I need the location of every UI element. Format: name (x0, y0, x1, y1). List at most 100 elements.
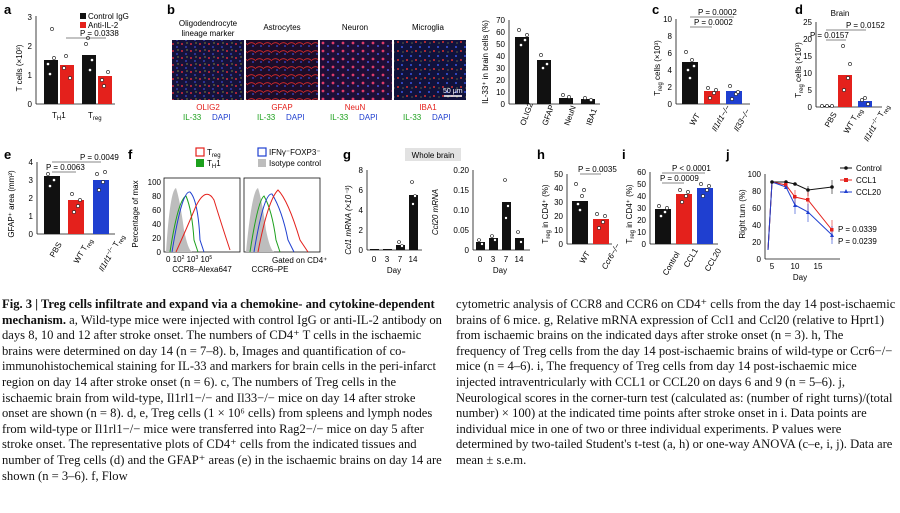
panel-a-bar (60, 65, 74, 104)
panel-g-ytick1: 6 (359, 186, 364, 195)
panel-e-bar-wt (68, 200, 84, 234)
panel-e-pvalue-1: P = 0.0049 (80, 153, 119, 162)
panel-f-legend-isotype: Isotype control (269, 159, 321, 168)
panel-c-group: Il1rl1−/− (710, 103, 732, 133)
panel-i-ytick: 10 (637, 228, 646, 237)
panel-label-a: a (4, 2, 12, 17)
panel-b-title-lineage: lineage marker (182, 29, 235, 38)
panel-f-xlabel-ccr6: CCR6–PE (252, 265, 289, 274)
caption-right: cytometric analysis of CCR8 and CCR6 on … (456, 297, 896, 469)
panel-g1-xtick: 0 (372, 255, 377, 264)
panel-b-scale-bar: 50 μm (443, 88, 463, 95)
panel-j-pvalue-2: P = 0.0239 (838, 237, 877, 246)
panel-b-xtick: OLIG2 (518, 101, 535, 127)
panel-f-ytick: 60 (152, 206, 161, 215)
panel-b-ytick: 50 (496, 40, 505, 49)
panel-b-ytick: 20 (496, 76, 505, 85)
panel-f-xlabel-ccr8: CCR8–Alexa647 (172, 265, 232, 274)
panel-g2-xtick: 3 (491, 255, 496, 264)
panel-j-ytick: 40 (752, 221, 761, 230)
panel-b-xtick: IBA1 (584, 107, 599, 127)
panel-j-ylabel: Right turn (%) (738, 189, 747, 239)
panel-label-c: c (652, 2, 659, 17)
panel-d-group: Il1rl1−/− Treg (862, 102, 892, 144)
panel-j-line-ccl20 (767, 181, 833, 251)
panel-i-group: CCL20 (703, 246, 724, 273)
panel-f: Treg TH1 IFNγ⁻FOXP3⁻ Isotype control Per… (131, 147, 327, 274)
panel-j-xtick: 10 (791, 262, 800, 271)
panel-g-ytick1: 8 (359, 166, 364, 175)
panel-g-ytick1: 4 (359, 206, 364, 215)
panel-i-bar-control (655, 209, 671, 244)
panel-label-f: f (128, 147, 133, 162)
panel-j-legend-control: Control (856, 164, 882, 173)
panel-g-ytick2: 0.05 (453, 226, 469, 235)
panel-g2-bar (489, 238, 498, 250)
panel-j-line-ccl1 (767, 181, 833, 251)
panel-j-ytick: 20 (752, 238, 761, 247)
panel-b-ytick: 70 (496, 16, 505, 25)
panel-b-ylabel: IL-33⁺ in brain cells (%) (481, 20, 490, 104)
panel-j-legend-ccl20: CCL20 (856, 188, 881, 197)
panel-g1-bar (396, 245, 405, 250)
panel-e-group: PBS (48, 241, 64, 259)
panel-h-ytick: 50 (554, 170, 563, 179)
panel-g1-bar (409, 195, 418, 250)
panel-a-pvalue: P = 0.0338 (80, 29, 119, 38)
panel-g-ytick1: 0 (359, 246, 364, 255)
panel-e-ytick: 4 (29, 158, 34, 167)
panel-g1-xtick: 14 (409, 255, 418, 264)
panel-b-xtick: NeuN (562, 104, 578, 127)
panel-c-ytick: 4 (668, 66, 673, 75)
micrograph-olig2 (172, 40, 244, 100)
panel-a-group-th1: TH1 (52, 111, 66, 122)
panel-e-group: WT Treg (72, 236, 95, 266)
panel-g2-bar (476, 242, 485, 250)
panel-b-sub-dapi: DAPI (432, 113, 451, 122)
panel-h-ytick: 0 (559, 240, 564, 249)
panel-d-ytick: 10 (803, 69, 812, 78)
panel-b-sub-il33: IL-33 (183, 113, 202, 122)
panel-g2-xtick: 7 (504, 255, 509, 264)
panel-d-pvalue-1: P = 0.0152 (846, 21, 885, 30)
panel-f-legend-dn: IFNγ⁻FOXP3⁻ (269, 148, 321, 157)
panel-i: Treg in CD4⁺ (%) 0 10 20 30 40 50 60 P <… (625, 164, 723, 277)
caption-left-text: a, Wild-type mice were injected with con… (2, 312, 442, 483)
panel-b-chart: IL-33⁺ in brain cells (%) 0 10 20 30 40 … (481, 16, 600, 127)
panel-b-sub-il33: IL-33 (403, 113, 422, 122)
panel-d-ylabel: Treg cells (×10³) (794, 42, 805, 98)
panel-a-yticks: 0 1 2 3 (28, 13, 33, 109)
panel-label-g: g (343, 147, 351, 162)
panel-g: Whole brain Ccl1 mRNA (×10⁻³) 0 2 4 6 8 … (344, 148, 530, 275)
caption-right-text: cytometric analysis of CCR8 and CCR6 on … (456, 297, 896, 467)
panel-b-title-neuron: Neuron (342, 23, 368, 32)
panel-e-ytick: 2 (29, 194, 34, 203)
panel-h-group: WT (578, 250, 592, 265)
panel-a-ytick: 1 (28, 71, 33, 80)
panel-h-ytick: 30 (554, 198, 563, 207)
panel-d: Brain Treg cells (×10³) 0 5 10 15 20 25 … (794, 9, 892, 144)
micrograph-gfap (246, 40, 318, 100)
panel-e-bar-ko (93, 180, 109, 234)
panel-g-ylabel2: Ccl20 mRNA (431, 189, 440, 235)
panel-h-pvalue: P = 0.0035 (578, 165, 617, 174)
panel-a: T cells (×10³) 0 1 2 3 Control IgG Anti-… (15, 12, 129, 122)
panel-d-ytick: 20 (803, 35, 812, 44)
panel-d-title: Brain (831, 9, 850, 18)
panel-b-marker-gfap: GFAP (271, 103, 292, 112)
panel-i-ytick: 50 (637, 180, 646, 189)
panel-b-title-microglia: Microglia (412, 23, 445, 32)
micrograph-neun (320, 40, 392, 100)
panel-b-bar-olig2 (515, 37, 529, 104)
panel-g-ytick1: 2 (359, 226, 364, 235)
panel-f-ytick: 20 (152, 234, 161, 243)
panel-c-ytick: 0 (668, 100, 673, 109)
panel-a-ytick: 0 (28, 100, 33, 109)
panel-c-group: WT (688, 112, 702, 127)
panel-c-ylabel: Treg cells (×10³) (653, 40, 664, 96)
panel-label-j: j (725, 147, 730, 162)
panel-b-xtick: GFAP (540, 104, 556, 127)
caption-title: Fig. 3 | Treg cells infiltrate and expan… (2, 297, 435, 327)
panel-e: GFAP⁺ area (mm²) 0 1 2 3 4 P = 0.0049 P … (7, 153, 127, 273)
panel-d-ytick: 25 (803, 18, 812, 27)
